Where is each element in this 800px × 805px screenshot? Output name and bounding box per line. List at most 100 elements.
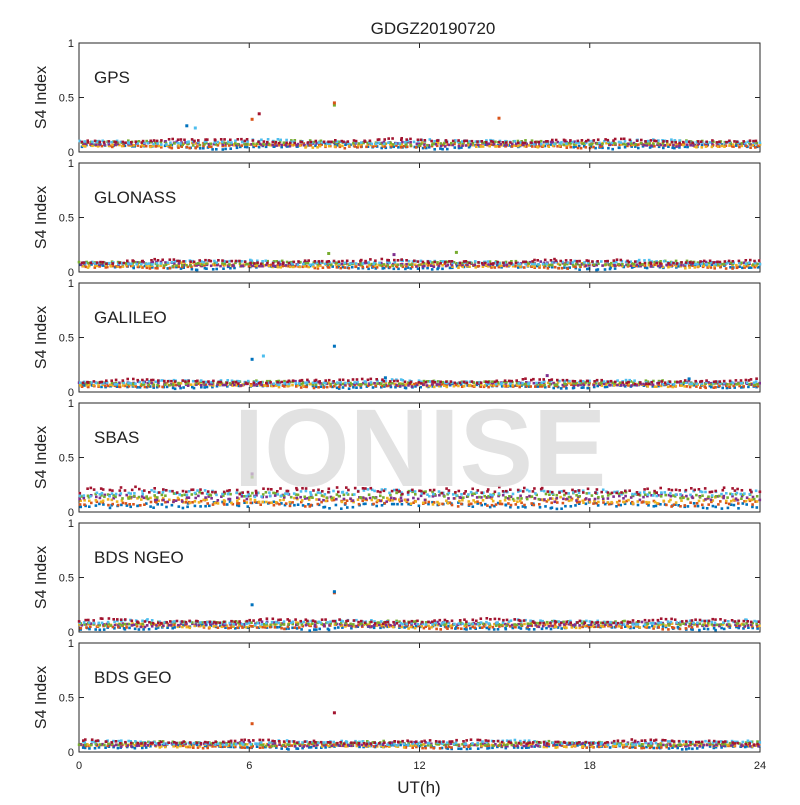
data-point [725, 141, 728, 144]
data-point [736, 141, 739, 144]
data-point [699, 260, 702, 263]
y-axis-label: S4 Index [33, 186, 50, 249]
data-point [746, 382, 749, 385]
data-point [199, 144, 202, 147]
data-point [197, 495, 200, 498]
data-point [150, 489, 153, 492]
data-point [505, 141, 508, 144]
data-point [652, 384, 655, 387]
data-point [400, 264, 403, 267]
data-point [704, 491, 707, 494]
data-point [114, 143, 117, 146]
data-point [188, 147, 191, 150]
data-point [755, 490, 758, 493]
data-point [459, 382, 462, 385]
data-point [303, 144, 306, 147]
data-point [330, 141, 333, 144]
data-point [645, 501, 648, 504]
outlier-point [258, 112, 261, 115]
data-point [383, 143, 386, 146]
data-point [149, 140, 152, 143]
data-point [318, 628, 321, 631]
data-point [223, 491, 226, 494]
data-point [642, 496, 645, 499]
data-point [274, 265, 277, 268]
data-point [674, 141, 677, 144]
data-point [711, 491, 714, 494]
data-point [96, 492, 99, 495]
data-point [627, 143, 630, 146]
data-point [82, 382, 85, 385]
data-point [616, 379, 619, 382]
data-point [160, 139, 163, 142]
data-point [463, 381, 466, 384]
data-point [161, 386, 164, 389]
data-point [689, 494, 692, 497]
data-point [711, 146, 714, 149]
data-point [563, 266, 566, 269]
data-point [185, 491, 188, 494]
data-point [391, 137, 394, 140]
data-point [108, 262, 111, 265]
data-point [171, 138, 174, 141]
data-point [660, 495, 663, 498]
data-point [429, 380, 432, 383]
data-point [474, 626, 477, 629]
data-point [297, 623, 300, 626]
data-point [684, 379, 687, 382]
data-point [440, 145, 443, 148]
data-point [723, 380, 726, 383]
data-point [600, 379, 603, 382]
data-point [732, 260, 735, 263]
data-point [149, 146, 152, 149]
data-point [436, 261, 439, 264]
data-point [111, 144, 114, 147]
data-point [550, 628, 553, 631]
data-point [238, 380, 241, 383]
data-point [229, 267, 232, 270]
data-point [93, 380, 96, 383]
data-point [667, 386, 670, 389]
data-point [165, 506, 168, 509]
data-point [367, 625, 370, 628]
data-point [630, 265, 633, 268]
data-point [719, 380, 722, 383]
data-point [509, 141, 512, 144]
data-point [737, 502, 740, 505]
data-point [153, 487, 156, 490]
data-point [414, 627, 417, 630]
data-point [274, 626, 277, 629]
data-point [743, 492, 746, 495]
data-point [341, 145, 344, 148]
data-point [758, 625, 761, 628]
data-point [203, 386, 206, 389]
data-point [705, 141, 708, 144]
data-point [158, 491, 161, 494]
data-point [519, 265, 522, 268]
data-point [585, 264, 588, 267]
data-point [278, 383, 281, 386]
data-point [143, 497, 146, 500]
data-point [206, 138, 209, 141]
data-point [185, 501, 188, 504]
data-point [153, 384, 156, 387]
data-point [333, 260, 336, 263]
data-point [387, 259, 390, 262]
data-point [334, 145, 337, 148]
data-point [563, 623, 566, 626]
data-point [181, 264, 184, 267]
data-point [704, 498, 707, 501]
data-point [165, 489, 168, 492]
data-point [381, 258, 384, 261]
data-point [171, 490, 174, 493]
data-point [486, 627, 489, 630]
data-point [185, 264, 188, 267]
data-point [723, 145, 726, 148]
data-point [748, 383, 751, 386]
data-point [227, 627, 230, 630]
data-point [162, 488, 165, 491]
data-point [623, 138, 626, 141]
data-point [217, 259, 220, 262]
data-point [154, 381, 157, 384]
data-point [194, 492, 197, 495]
